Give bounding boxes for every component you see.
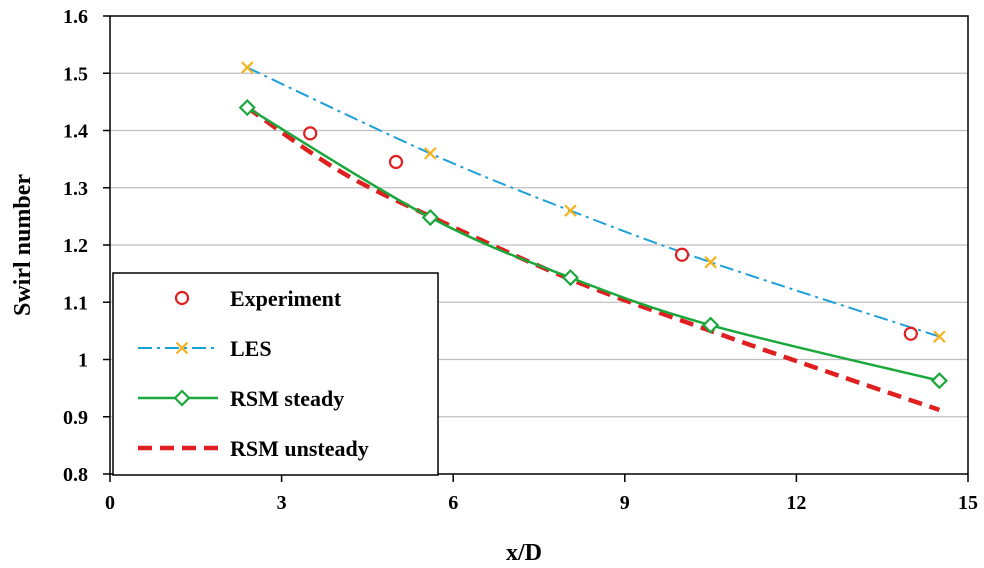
- point-les-1-stroke-b: [424, 147, 437, 160]
- y-tick-label: 0.8: [63, 464, 88, 486]
- y-tick-label: 1.1: [63, 292, 88, 314]
- y-tick-label: 1.2: [63, 235, 88, 257]
- point-rsm-steady-3: [702, 316, 720, 334]
- point-les-1: [424, 147, 437, 160]
- x-tick-label: 3: [277, 492, 287, 514]
- legend-box: [112, 272, 439, 476]
- legend-marker-experiment: [174, 290, 190, 306]
- point-experiment-3: [903, 326, 918, 341]
- point-rsm-steady-1: [421, 208, 439, 227]
- series-line-rsm-unsteady: [246, 105, 941, 413]
- y-tick-label: 1.4: [63, 121, 88, 143]
- point-les-3: [704, 255, 717, 269]
- legend-label-rsm-unsteady: RSM unsteady: [230, 436, 369, 461]
- legend-label-rsm-steady: RSM steady: [230, 386, 344, 411]
- point-experiment-1: [388, 154, 404, 170]
- point-les-0-stroke-b: [241, 61, 254, 74]
- y-tick-label: 1.3: [63, 178, 88, 200]
- point-rsm-steady-2: [561, 269, 580, 287]
- point-rsm-steady-0: [238, 99, 256, 117]
- y-tick-label: 0.9: [63, 407, 88, 429]
- y-tick-label: 1.5: [63, 63, 88, 85]
- y-tick-label: 1: [78, 350, 88, 372]
- x-tick-label: 15: [958, 492, 978, 514]
- point-les-2-stroke-b: [564, 204, 577, 217]
- x-tick-label: 9: [620, 492, 630, 514]
- x-axis-title: x/D: [506, 540, 542, 566]
- point-experiment-2: [674, 247, 690, 262]
- point-rsm-steady-4: [930, 372, 948, 390]
- legend: Experiment LES RSM steady RSM unsteady: [112, 272, 439, 476]
- y-tick-label: 1.6: [63, 6, 88, 28]
- legend-marker-les-stroke-b: [175, 341, 189, 355]
- point-les-3-stroke-b: [704, 255, 717, 269]
- point-les-4: [933, 330, 946, 343]
- legend-label-les: LES: [230, 336, 272, 361]
- legend-label-experiment: Experiment: [230, 286, 342, 311]
- point-les-4-stroke-b: [933, 330, 946, 343]
- x-tick-label: 12: [786, 492, 806, 514]
- x-tick-label: 6: [448, 492, 458, 514]
- point-les-0: [241, 61, 254, 74]
- point-experiment-0: [303, 126, 318, 141]
- y-axis-title: Swirl number: [10, 174, 36, 316]
- legend-marker-les: [175, 341, 189, 355]
- legend-marker-rsm-steady: [173, 389, 191, 407]
- x-tick-label: 0: [105, 492, 115, 514]
- point-les-2: [564, 204, 577, 217]
